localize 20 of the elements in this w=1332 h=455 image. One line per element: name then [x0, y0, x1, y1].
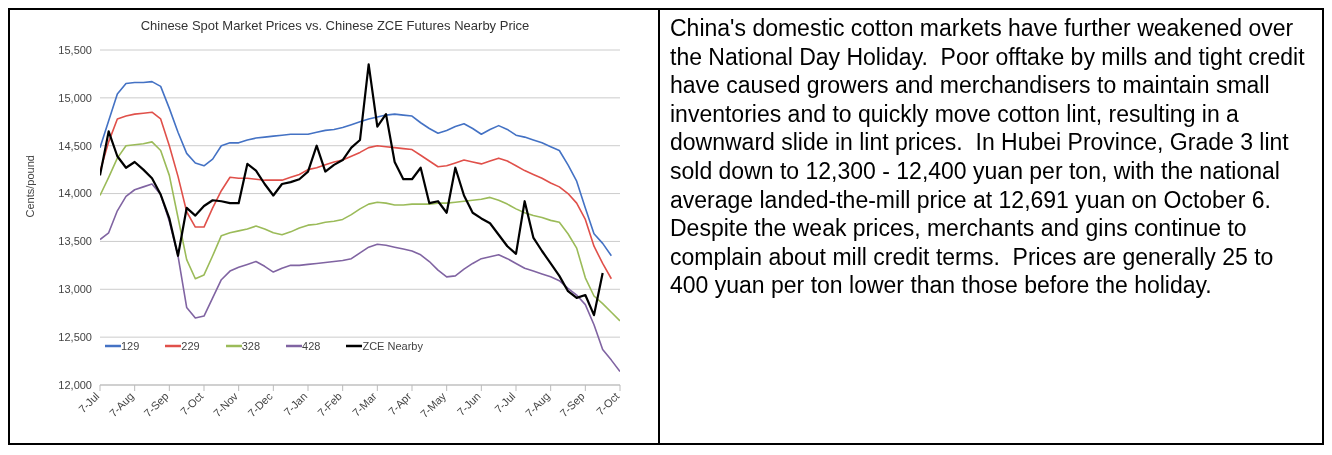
y-tick-label: 15,000: [58, 91, 92, 104]
line-series: [100, 183, 620, 373]
chart-title: Chinese Spot Market Prices vs. Chinese ZCE Futures Nearby Price: [139, 18, 531, 33]
y-axis-title: Cents/pound: [23, 155, 36, 218]
y-tick-label: 14,000: [58, 187, 92, 200]
legend-label: 129: [121, 340, 140, 352]
line-series: [100, 80, 613, 257]
legend-label: 229: [181, 340, 200, 352]
y-tick-label: 12,500: [58, 331, 92, 344]
y-tick-label: 13,500: [58, 235, 92, 248]
text: China's domestic cotton markets have further weakened over the National Day Holiday. Poor offtake by mills and tight credit have caused growers and merchandisers to maintain small inventories and to quickly move cotton lint, resulting in a downward slide in lint prices. In Hubei Province, Grade 3 lint sold down to 12,300 - 12,400 yuan per ton, with the national average landed-the-mill price at 12,691 yuan on October 6. Despite the weak prices, merchants and gins continue to complain about mill credit terms. Prices are generally 25 to 400 yuan per ton lower than those before the holiday.: [670, 15, 1305, 299]
legend-label: 328: [241, 340, 261, 352]
line-series: [100, 63, 604, 317]
y-tick-label: 12,000: [58, 378, 92, 391]
legend-label: ZCE Nearby: [362, 340, 423, 352]
line-series: [100, 141, 620, 322]
legend-label: 428: [302, 340, 321, 352]
y-tick-label: 14,500: [58, 139, 92, 152]
y-tick-label: 13,000: [58, 283, 92, 296]
y-tick-label: 15,500: [58, 43, 92, 56]
